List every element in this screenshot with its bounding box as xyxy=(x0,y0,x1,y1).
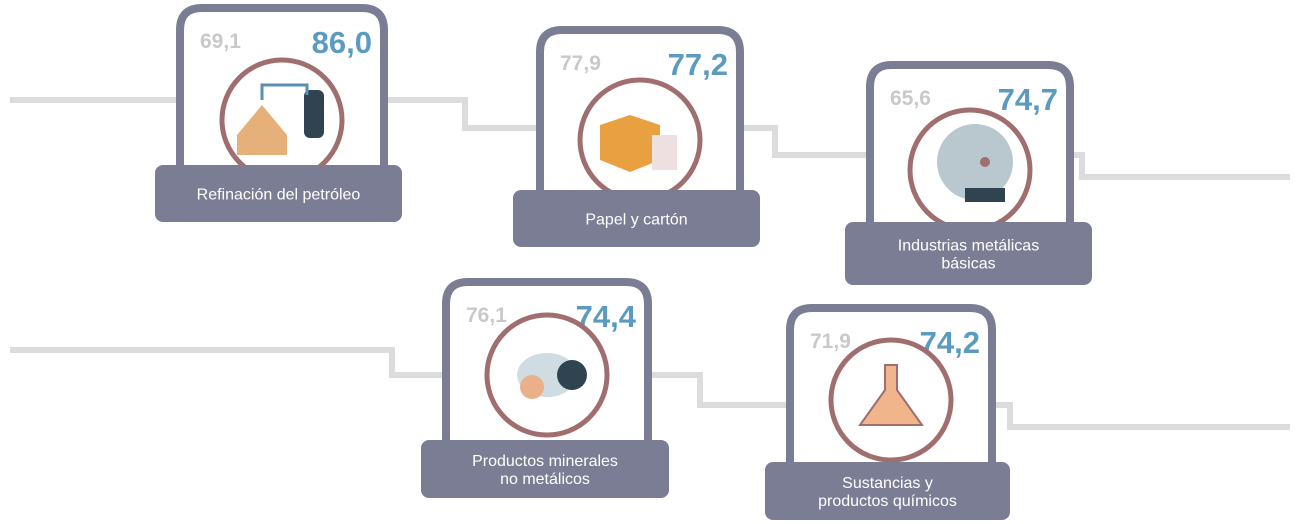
label: productos químicos xyxy=(818,493,957,510)
label: Sustancias y xyxy=(842,475,933,492)
icon xyxy=(652,135,677,170)
value-left: 77,9 xyxy=(560,52,601,75)
icon xyxy=(600,115,660,172)
infographic: 69,1 86,0 Refinación del petróleo 77,9 77,2 P… xyxy=(0,0,1297,524)
icon xyxy=(304,90,324,138)
label: no metálicos xyxy=(500,471,590,488)
icon xyxy=(965,188,1005,202)
indicator-card: 69,1 86,0 Refinación del petróleo xyxy=(155,8,402,222)
value-left: 69,1 xyxy=(200,30,241,53)
label: Productos minerales xyxy=(472,453,618,470)
value-left: 65,6 xyxy=(890,87,931,110)
label: Refinación del petróleo xyxy=(197,187,361,204)
label: Papel y cartón xyxy=(585,212,687,229)
icon xyxy=(557,360,587,390)
value-left: 76,1 xyxy=(466,304,507,327)
value-right: 86,0 xyxy=(312,25,372,60)
indicator-card: 77,9 77,2 Papel y cartón xyxy=(513,30,760,247)
icon xyxy=(520,375,544,399)
value-right: 77,2 xyxy=(668,47,728,82)
value-right: 74,7 xyxy=(998,82,1058,117)
icon xyxy=(980,157,990,167)
label: básicas xyxy=(941,256,995,273)
label: Industrias metálicas xyxy=(898,238,1039,255)
value-left: 71,9 xyxy=(810,330,851,353)
